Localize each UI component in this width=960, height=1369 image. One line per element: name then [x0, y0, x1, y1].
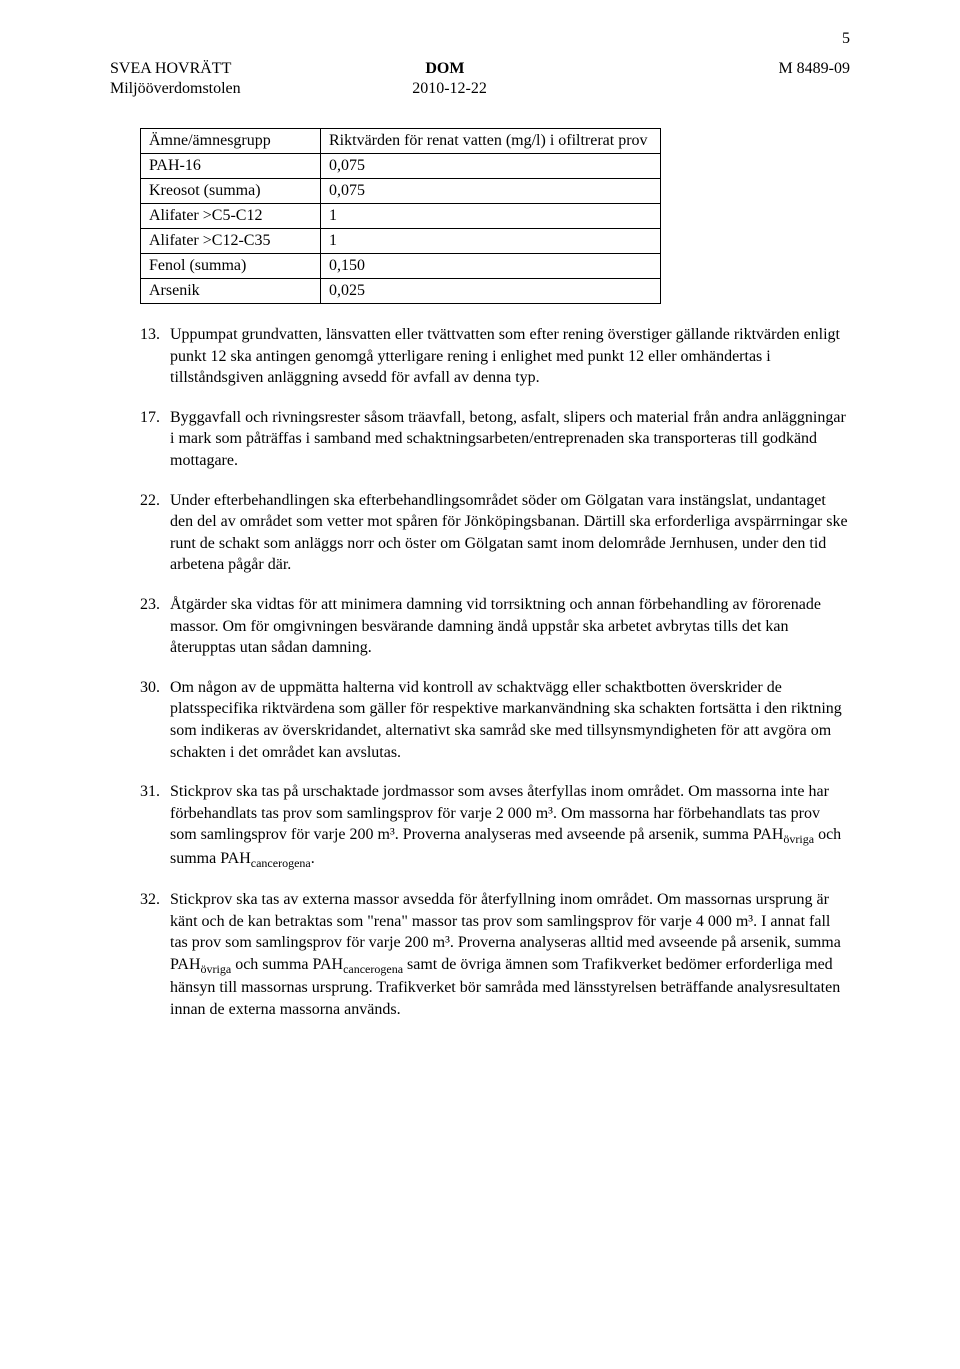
table-cell: PAH-16 — [141, 154, 321, 179]
item-text: Om någon av de uppmätta halterna vid kon… — [170, 677, 850, 763]
table-cell: Kreosot (summa) — [141, 179, 321, 204]
paragraph-item: 22.Under efterbehandlingen ska efterbeha… — [140, 490, 850, 576]
table-cell: 0,150 — [321, 254, 661, 279]
paragraph-item: 23.Åtgärder ska vidtas för att minimera … — [140, 594, 850, 659]
item-text: Stickprov ska tas av externa massor avse… — [170, 889, 850, 1020]
item-number: 31. — [140, 781, 170, 871]
table-header-cell: Ämne/ämnesgrupp — [141, 129, 321, 154]
paragraph-item: 31.Stickprov ska tas på urschaktade jord… — [140, 781, 850, 871]
paragraph-item: 30.Om någon av de uppmätta halterna vid … — [140, 677, 850, 763]
table-cell: Alifater >C12-C35 — [141, 229, 321, 254]
table-cell: 0,075 — [321, 179, 661, 204]
item-text: Stickprov ska tas på urschaktade jordmas… — [170, 781, 850, 871]
item-number: 17. — [140, 407, 170, 472]
table-cell: 1 — [321, 204, 661, 229]
content-body: Ämne/ämnesgruppRiktvärden för renat vatt… — [140, 128, 850, 1020]
item-number: 30. — [140, 677, 170, 763]
riktvarden-table: Ämne/ämnesgruppRiktvärden för renat vatt… — [140, 128, 661, 304]
item-text: Under efterbehandlingen ska efterbehandl… — [170, 490, 850, 576]
table-cell: Arsenik — [141, 279, 321, 304]
item-number: 23. — [140, 594, 170, 659]
paragraph-item: 13.Uppumpat grundvatten, länsvatten elle… — [140, 324, 850, 389]
item-number: 32. — [140, 889, 170, 1020]
table-cell: Fenol (summa) — [141, 254, 321, 279]
doc-date: 2010-12-22 — [121, 80, 779, 98]
item-text: Åtgärder ska vidtas för att minimera dam… — [170, 594, 850, 659]
numbered-paragraphs: 13.Uppumpat grundvatten, länsvatten elle… — [140, 324, 850, 1020]
item-number: 22. — [140, 490, 170, 576]
header-row-2: Miljööverdomstolen 2010-12-22 M 8489-09 — [110, 80, 850, 98]
item-number: 13. — [140, 324, 170, 389]
header-row-1: SVEA HOVRÄTT DOM M 8489-09 — [110, 60, 850, 78]
table-cell: 0,025 — [321, 279, 661, 304]
paragraph-item: 32.Stickprov ska tas av externa massor a… — [140, 889, 850, 1020]
page-number: 5 — [842, 30, 850, 48]
table-cell: Alifater >C5-C12 — [141, 204, 321, 229]
document-page: 5 SVEA HOVRÄTT DOM M 8489-09 Miljööverdo… — [0, 0, 960, 1369]
item-text: Byggavfall och rivningsrester såsom träa… — [170, 407, 850, 472]
item-text: Uppumpat grundvatten, länsvatten eller t… — [170, 324, 850, 389]
table-header-cell: Riktvärden för renat vatten (mg/l) i ofi… — [321, 129, 661, 154]
table-cell: 0,075 — [321, 154, 661, 179]
paragraph-item: 17.Byggavfall och rivningsrester såsom t… — [140, 407, 850, 472]
doc-type: DOM — [111, 60, 778, 78]
case-number: M 8489-09 — [778, 60, 850, 78]
table-cell: 1 — [321, 229, 661, 254]
